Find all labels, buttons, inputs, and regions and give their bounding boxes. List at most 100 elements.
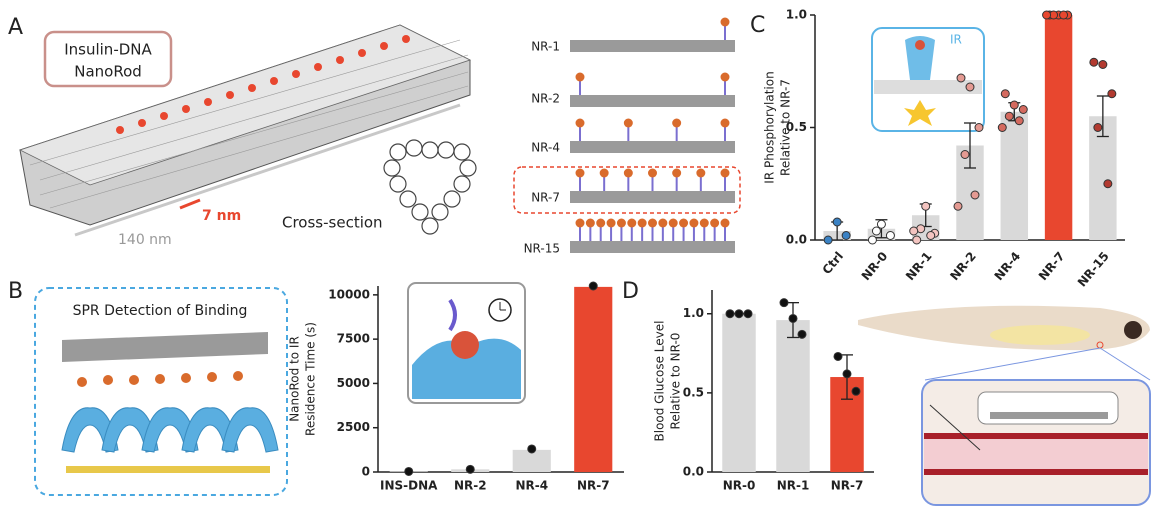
insulin xyxy=(648,218,657,228)
data-point xyxy=(956,73,966,83)
data-point xyxy=(725,309,735,319)
insulin xyxy=(658,218,668,228)
rod-list xyxy=(513,17,741,253)
y-tick-label: 2500 xyxy=(337,420,370,434)
receptor-inset xyxy=(871,27,985,132)
data-point xyxy=(1103,179,1113,189)
x-tick-label: NR-7 xyxy=(831,479,864,493)
data-point xyxy=(1000,89,1010,99)
insulin xyxy=(616,218,626,228)
insulin xyxy=(720,72,730,82)
data-point xyxy=(965,82,975,92)
data-point xyxy=(465,464,475,474)
insulin xyxy=(720,168,730,178)
bar xyxy=(1044,15,1073,240)
insulin xyxy=(648,168,657,178)
data-point xyxy=(1093,123,1103,132)
data-point xyxy=(1098,60,1108,69)
data-point xyxy=(527,444,537,454)
x-tick-label: NR-0 xyxy=(723,479,756,493)
y-tick-label: 0.0 xyxy=(683,465,704,479)
x-tick-label: NR-0 xyxy=(859,249,891,283)
bar xyxy=(1000,111,1029,240)
insulin xyxy=(672,168,682,178)
y-tick-label: 0.0 xyxy=(786,233,807,247)
data-point xyxy=(871,226,881,236)
data-point xyxy=(743,309,753,319)
rod-label: NR-1 xyxy=(531,40,560,54)
insulin xyxy=(627,218,637,228)
insulin xyxy=(679,218,689,228)
insulin xyxy=(575,218,585,228)
inset-label: IR xyxy=(950,33,962,47)
y-axis-label: IR Phosphorylation xyxy=(763,71,777,183)
insulin xyxy=(575,168,585,178)
cross-section-label: Cross-section xyxy=(282,214,383,232)
insulin xyxy=(699,218,709,228)
data-point xyxy=(1018,105,1028,114)
rod xyxy=(570,191,735,203)
zebrafish-illustration xyxy=(858,305,1151,506)
box-title: Insulin-DNA xyxy=(64,41,152,59)
x-tick-label: NR-2 xyxy=(454,479,487,493)
rod xyxy=(570,95,735,107)
x-tick-label: INS-DNA xyxy=(380,479,438,493)
nanorod-illustration xyxy=(18,24,477,237)
insulin xyxy=(696,168,706,178)
x-tick-label: NR-1 xyxy=(903,249,935,283)
bar xyxy=(722,313,756,472)
insulin xyxy=(575,118,585,128)
data-point xyxy=(833,351,843,361)
x-tick-label: NR-7 xyxy=(1036,249,1068,283)
panel-label: C xyxy=(750,13,765,38)
y-tick-label: 0 xyxy=(362,465,370,479)
data-point xyxy=(876,219,886,229)
y-tick-label: 5000 xyxy=(337,376,370,390)
rod xyxy=(570,141,735,153)
rod xyxy=(570,241,735,253)
data-point xyxy=(921,201,931,211)
data-point xyxy=(788,313,798,323)
insulin xyxy=(606,218,616,228)
x-tick-label: NR-7 xyxy=(577,479,610,493)
insulin xyxy=(599,168,609,178)
x-tick-label: NR-1 xyxy=(777,479,810,493)
y-tick-label: 7500 xyxy=(337,332,370,346)
insulin xyxy=(720,17,730,27)
data-point xyxy=(974,123,984,132)
x-tick-label: NR-15 xyxy=(1075,249,1112,289)
data-point xyxy=(997,123,1007,132)
data-point xyxy=(970,190,980,200)
data-point xyxy=(1059,10,1069,20)
panel-label: B xyxy=(8,279,23,304)
y-tick-label: 1.0 xyxy=(683,306,704,320)
insulin xyxy=(575,72,585,82)
insulin xyxy=(720,218,730,228)
data-point xyxy=(734,309,744,319)
data-point xyxy=(953,201,963,211)
panel-label: A xyxy=(8,15,23,40)
data-point xyxy=(1004,111,1014,121)
bar xyxy=(512,449,551,472)
data-point xyxy=(823,235,833,245)
x-tick-label: NR-2 xyxy=(947,249,979,283)
y-axis-label: Relative to NR-7 xyxy=(779,79,793,176)
data-point xyxy=(832,217,842,227)
insulin xyxy=(668,218,678,228)
data-point xyxy=(960,150,970,159)
data-point xyxy=(885,231,895,240)
data-point xyxy=(841,231,851,240)
data-point xyxy=(1009,100,1019,110)
data-point xyxy=(909,226,919,236)
insulin xyxy=(720,118,730,128)
spr-title: SPR Detection of Binding xyxy=(73,303,248,319)
bar xyxy=(574,286,613,472)
width-label: 7 nm xyxy=(202,208,241,224)
x-tick-label: NR-4 xyxy=(992,249,1024,283)
insulin xyxy=(637,218,647,228)
data-point xyxy=(1089,57,1099,67)
y-tick-label: 1.0 xyxy=(786,8,807,22)
length-label: 140 nm xyxy=(118,232,172,248)
data-point xyxy=(1107,89,1117,99)
